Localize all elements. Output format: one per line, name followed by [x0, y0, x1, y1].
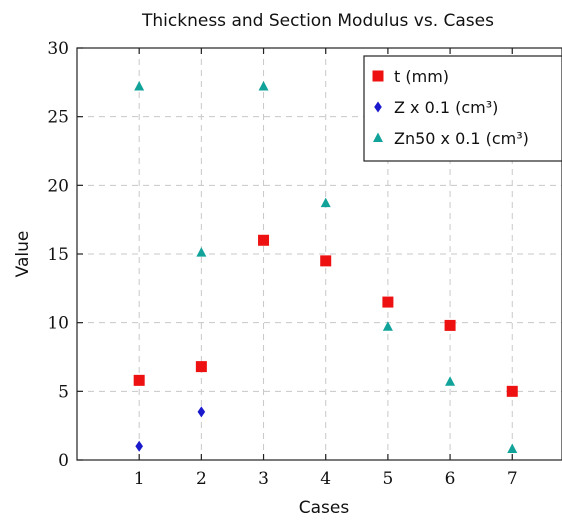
data-point-series-3: [507, 443, 518, 454]
data-point-series-3: [134, 80, 145, 91]
x-tick-label: 7: [507, 469, 518, 489]
data-point-series-1: [506, 385, 518, 397]
y-tick-label: 20: [47, 176, 69, 196]
x-tick-label: 3: [258, 469, 269, 489]
legend-marker-series-2: [374, 101, 382, 113]
x-tick-label: 4: [320, 469, 331, 489]
data-point-series-3: [258, 80, 269, 91]
chart-title: Thickness and Section Modulus vs. Cases: [141, 11, 494, 31]
legend-label-series-3: Zn50 x 0.1 (cm³): [394, 129, 529, 148]
legend-marker-series-3: [373, 132, 383, 142]
legend-marker-series-1: [372, 70, 384, 82]
x-tick-label: 2: [196, 469, 207, 489]
x-tick-label: 1: [134, 469, 145, 489]
y-tick-label: 10: [47, 314, 69, 334]
data-point-series-1: [133, 374, 145, 386]
data-point-series-1: [320, 255, 332, 267]
data-points: [133, 80, 518, 454]
data-point-series-1: [382, 296, 394, 308]
data-point-series-3: [196, 247, 207, 257]
legend: t (mm) Z x 0.1 (cm³) Zn50 x 0.1 (cm³): [363, 55, 562, 162]
legend-label-series-2: Z x 0.1 (cm³): [394, 98, 498, 117]
data-point-series-3: [445, 376, 456, 386]
axis-ticks: 1 2 3 4 5 6 7 0 5 10 15 20 25 30: [47, 39, 517, 489]
data-point-series-1: [258, 234, 270, 246]
y-axis-label: Value: [13, 231, 33, 278]
y-tick-label: 25: [47, 108, 69, 128]
y-tick-label: 15: [47, 245, 69, 265]
y-tick-label: 0: [58, 451, 69, 471]
x-tick-label: 6: [445, 469, 456, 489]
y-tick-label: 5: [58, 382, 69, 402]
data-point-series-2: [197, 406, 206, 418]
data-point-series-1: [444, 319, 456, 331]
legend-box: [363, 55, 562, 162]
x-axis-label: Cases: [299, 498, 350, 518]
data-point-series-2: [135, 440, 143, 452]
data-point-series-3: [320, 197, 331, 208]
y-tick-label: 30: [47, 39, 69, 59]
legend-label-series-1: t (mm): [394, 67, 449, 86]
x-tick-label: 5: [382, 469, 393, 489]
data-point-series-1: [195, 361, 207, 373]
data-point-series-3: [382, 321, 393, 331]
